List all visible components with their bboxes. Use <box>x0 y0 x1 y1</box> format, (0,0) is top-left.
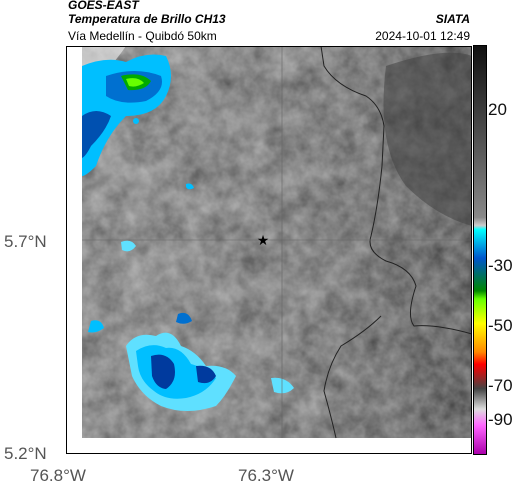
map-bottom-margin <box>66 438 472 454</box>
colorbar <box>473 45 487 455</box>
route-subtitle: Vía Medellín - Quibdó 50km <box>68 29 217 43</box>
colorbar-tick-neg90: -90 <box>488 410 513 429</box>
lon-label-left: 76.8°W <box>30 466 86 485</box>
agency-label: SIATA <box>435 12 470 26</box>
colorbar-tick-neg70: -70 <box>488 376 513 395</box>
cold-cloud-bottom <box>88 183 294 411</box>
product-name: GOES-EAST <box>68 0 139 12</box>
map-left-margin <box>66 46 82 454</box>
lat-label-top: 5.7°N <box>4 232 47 251</box>
datetime-label: 2024-10-01 12:49 <box>375 29 470 43</box>
lon-label-right: 76.3°W <box>238 466 294 485</box>
satellite-map: ★ <box>66 46 472 454</box>
colorbar-tick-neg50: -50 <box>488 316 513 335</box>
dark-cloud-ne <box>383 52 472 227</box>
border-line <box>320 46 472 439</box>
cold-cloud-top <box>82 54 171 176</box>
lat-label-bottom: 5.2°N <box>4 444 47 463</box>
map-title: Temperatura de Brillo CH13 <box>68 12 226 26</box>
colorbar-tick-neg30: -30 <box>488 256 513 275</box>
star-icon: ★ <box>257 232 270 248</box>
colorbar-tick-20: 20 <box>488 100 507 119</box>
map-frame <box>66 46 472 454</box>
